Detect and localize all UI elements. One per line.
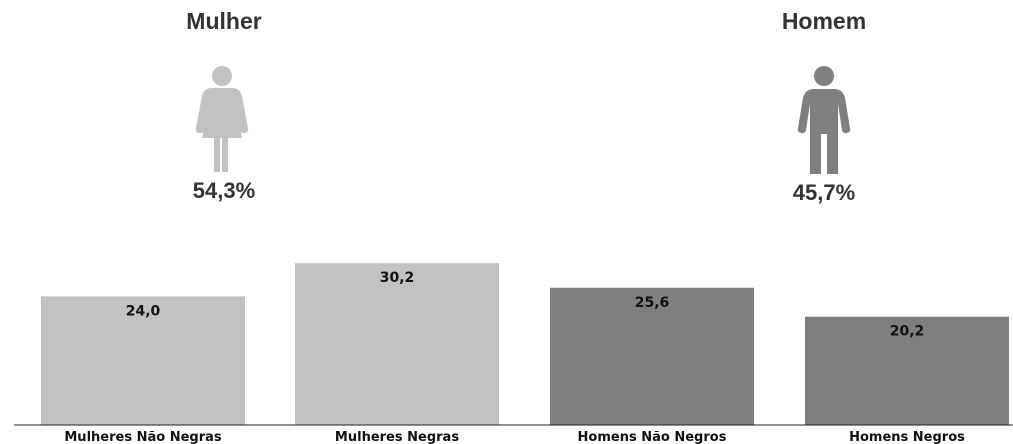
bar-2 — [295, 263, 499, 425]
bar-value-labels: 24,0 30,2 25,6 20,2 — [126, 270, 925, 340]
bar-3 — [550, 287, 754, 425]
bar-4 — [805, 316, 1009, 425]
female-title: Mulher — [186, 8, 262, 34]
category-labels: Mulheres Não Negras Mulheres Negras Homens… — [64, 430, 965, 444]
bars — [41, 263, 1009, 425]
woman-icon — [195, 66, 249, 172]
category-label: Mulheres Não Negras — [64, 430, 222, 444]
male-title: Homem — [781, 8, 867, 34]
category-label: Homens Não Negros — [578, 430, 727, 444]
category-label: Homens Negros — [849, 430, 965, 444]
bar-value-label: 20,2 — [890, 324, 925, 340]
bar-value-label: 25,6 — [635, 295, 670, 311]
category-label: Mulheres Negras — [335, 430, 459, 444]
bar-value-label: 30,2 — [380, 270, 415, 286]
man-icon — [797, 66, 851, 174]
male-percent: 45,7% — [792, 180, 856, 205]
bar-1 — [41, 296, 245, 425]
female-percent: 54,3% — [192, 178, 256, 203]
bar-value-label: 24,0 — [126, 303, 161, 319]
